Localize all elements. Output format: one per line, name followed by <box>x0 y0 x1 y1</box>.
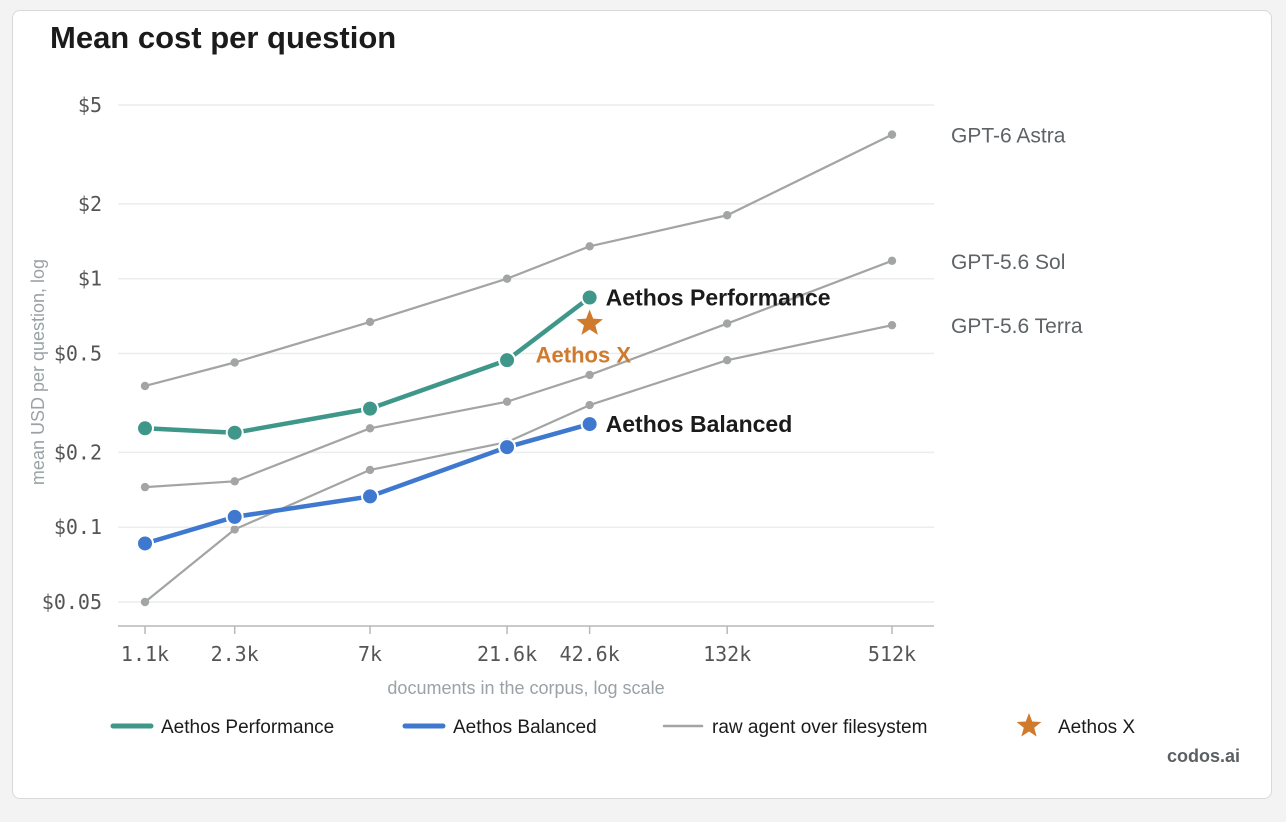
data-point <box>230 358 239 367</box>
data-point <box>502 274 512 283</box>
data-point <box>585 370 594 380</box>
chart-card <box>12 10 1272 799</box>
legend-label: Aethos X <box>1058 717 1135 738</box>
data-point <box>136 534 154 553</box>
x-tick-label: 512k <box>868 642 916 666</box>
x-tick-label: 7k <box>358 642 382 666</box>
y-tick-label: $0.1 <box>54 515 102 539</box>
y-tick-label: $5 <box>78 93 102 117</box>
data-point <box>361 487 380 506</box>
data-point <box>502 397 512 406</box>
series-line <box>143 324 894 604</box>
brand-label: codos.ai <box>1166 746 1240 766</box>
x-tick-label: 2.3k <box>211 642 259 666</box>
data-point <box>887 256 897 266</box>
legend-item-aethos-balanced: Aethos Balanced <box>402 717 597 738</box>
legend-label: Aethos Balanced <box>453 717 597 738</box>
legend-label: raw agent over filesystem <box>712 717 927 738</box>
series-aethos-balanced <box>136 415 599 553</box>
data-point <box>140 597 150 607</box>
data-point <box>722 211 732 220</box>
series-label: GPT-5.6 Terra <box>951 315 1083 338</box>
series-gpt-5-6-terra <box>140 320 897 607</box>
legend-label: Aethos Performance <box>161 717 334 738</box>
x-tick-label: 132k <box>703 642 751 666</box>
series-label: Aethos Performance <box>606 285 831 311</box>
data-point <box>225 423 244 442</box>
y-axis-title: mean USD per question, log <box>28 259 48 485</box>
star-label: Aethos X <box>536 343 632 368</box>
data-point <box>225 507 244 526</box>
legend: Aethos Performance Aethos Balanced raw age… <box>110 713 1135 738</box>
data-point <box>585 400 594 410</box>
data-point <box>365 317 375 327</box>
series-gpt-5-6-sol <box>140 256 897 492</box>
data-point <box>887 320 897 330</box>
series-label: Aethos Balanced <box>606 411 793 437</box>
x-tick-label: 1.1k <box>121 642 169 666</box>
data-point <box>580 415 599 434</box>
data-point <box>365 465 375 475</box>
x-tick-label: 42.6k <box>560 642 620 666</box>
data-point <box>722 355 732 365</box>
x-tick-label: 21.6k <box>477 642 537 666</box>
data-point <box>230 525 239 534</box>
x-axis-title: documents in the corpus, log scale <box>387 678 664 698</box>
data-point <box>136 419 154 438</box>
data-point <box>230 477 239 486</box>
data-point <box>580 288 599 307</box>
legend-item-aethos-performance: Aethos Performance <box>110 717 334 738</box>
legend-item-raw-agent-over-filesystem: raw agent over filesystem <box>662 717 927 738</box>
data-point <box>498 351 517 370</box>
series-labels: GPT-6 Astra GPT-5.6 Sol GPT-5.6 Terra Aetho… <box>536 125 1083 437</box>
data-point <box>140 381 150 391</box>
series-label: GPT-5.6 Sol <box>951 251 1065 274</box>
y-tick-label: $0.2 <box>54 440 102 464</box>
data-point <box>498 438 517 457</box>
star-point-aethos-x <box>576 309 603 335</box>
grid-lines <box>118 104 934 603</box>
data-point <box>887 130 897 139</box>
series-label: GPT-6 Astra <box>951 125 1066 148</box>
y-tick-label: $2 <box>78 192 102 216</box>
series-aethos-performance <box>136 288 599 442</box>
legend-star-icon <box>1016 713 1042 737</box>
data-point <box>140 482 150 492</box>
series-gpt-6-astra <box>140 130 897 391</box>
y-tick-label: $0.05 <box>42 590 102 614</box>
y-tick-label: $1 <box>78 267 102 291</box>
y-tick-label: $0.5 <box>54 342 102 366</box>
data-point <box>365 424 375 433</box>
legend-item-aethos-x: Aethos X <box>1016 713 1135 738</box>
series-layer <box>136 130 897 607</box>
data-point <box>585 242 594 251</box>
chart-title: Mean cost per question <box>50 20 397 55</box>
data-point <box>361 399 380 418</box>
axes: $0.05 $0.1 $0.2 $0.5 $1 $2 $5 1.1k 2.3k 7k 21.6k 42… <box>28 93 934 698</box>
data-point <box>722 319 732 328</box>
